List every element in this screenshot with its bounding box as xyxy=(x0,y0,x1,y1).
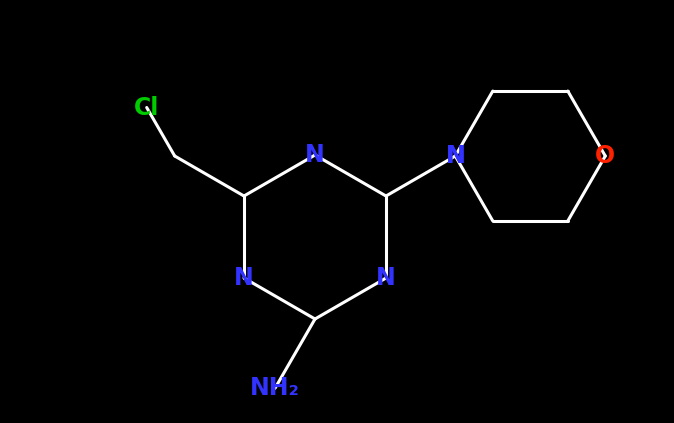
Text: O: O xyxy=(595,144,615,168)
Text: N: N xyxy=(305,143,325,167)
Text: NH₂: NH₂ xyxy=(250,376,300,400)
Text: Cl: Cl xyxy=(134,96,159,120)
Text: N: N xyxy=(234,266,254,290)
Text: N: N xyxy=(446,144,465,168)
Text: N: N xyxy=(376,266,396,290)
Text: N: N xyxy=(446,144,465,168)
